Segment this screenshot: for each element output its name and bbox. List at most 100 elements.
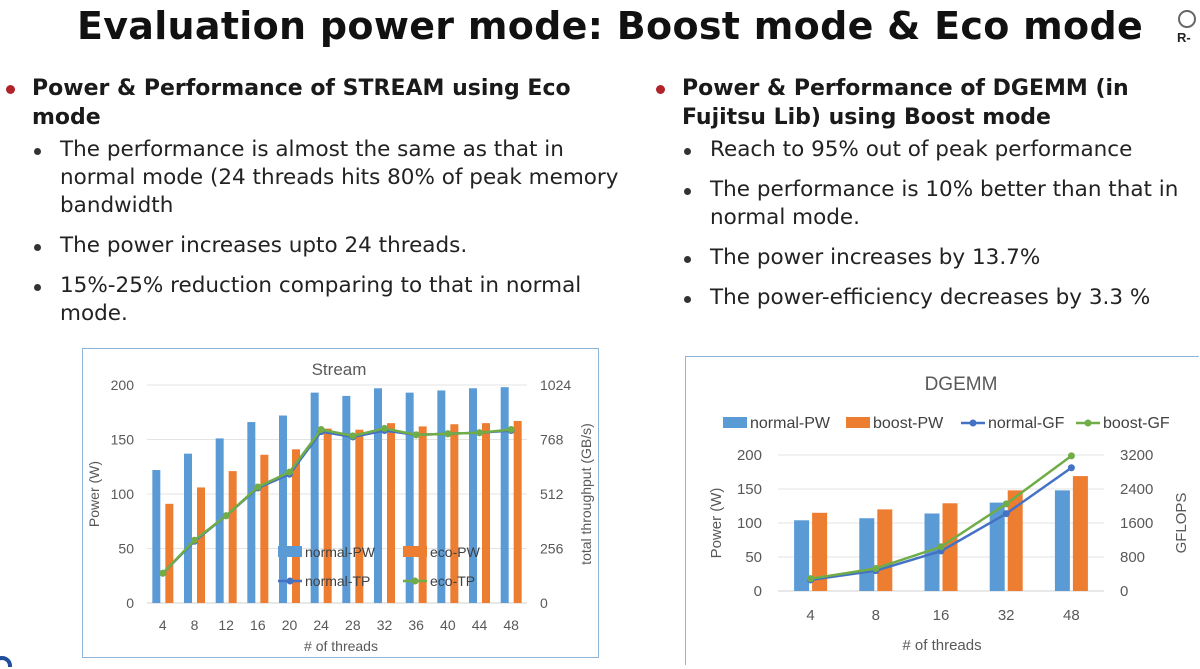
y-tick-label: 150 [111,432,135,448]
slide-title: Evaluation power mode: Boost mode & Eco … [76,4,1144,48]
bullet-icon [34,244,41,251]
bar-eco-PW [355,429,364,603]
line-eco-TP [161,427,512,575]
bar-eco-PW [323,428,332,603]
bar-boost-PW [812,512,828,591]
right-bullet-1: Reach to 95% out of peak performance [656,136,1200,164]
legend-swatch [286,577,294,585]
bullet-icon [34,284,41,291]
legend-swatch [411,577,419,585]
bar-normal-PW [184,453,192,603]
y2-tick-label: 512 [540,486,564,502]
x-tick-label: 32 [377,617,393,633]
x-tick-label: 8 [191,617,199,633]
point-eco-TP [286,468,293,476]
left-bullet-2: The power increases upto 24 threads. [6,232,646,260]
bar-normal-PW [469,388,477,603]
point-boost-GF [1067,452,1075,460]
y-tick-label: 200 [111,377,135,393]
bar-normal-PW [279,415,287,603]
bar-eco-PW [260,454,269,603]
right-bullet-text: The performance is 10% better than that … [710,177,1179,230]
bullet-icon [684,256,691,263]
point-eco-TP [444,430,452,438]
left-heading-text: Power & Performance of STREAM using Eco … [32,76,571,130]
bar-normal-PW [405,392,414,603]
y2-tick-label: 0 [1120,583,1128,600]
bullet-icon [684,188,691,195]
x-tick-label: 48 [503,617,519,633]
bar-normal-PW [794,520,810,591]
right-bullet-3: The power increases by 13.7% [656,244,1200,272]
point-boost-GF [807,575,815,583]
bar-boost-PW [1072,476,1088,591]
bar-normal-PW [342,395,351,603]
bar-eco-PW [387,423,395,603]
point-boost-GF [937,543,945,551]
point-eco-TP [191,536,198,544]
x-tick-label: 28 [345,617,361,633]
bar-boost-PW [877,509,893,591]
right-bullet-text: The power increases by 13.7% [710,245,1041,270]
y2-tick-label: 768 [540,432,564,448]
bar-boost-PW [1007,490,1023,591]
chart-title: DGEMM [925,374,998,395]
bar-eco-PW [292,449,300,603]
bar-normal-PW [374,388,382,603]
bar-eco-PW [450,424,459,603]
x-tick-label: 16 [250,617,266,633]
point-eco-TP [254,483,262,491]
bar-normal-PW [500,387,509,603]
left-heading: Power & Performance of STREAM using Eco … [6,74,646,132]
right-bullet-text: Reach to 95% out of peak performance [710,137,1133,162]
y2-axis-label: GFLOPS [1173,493,1190,554]
point-boost-GF [872,564,880,572]
bar-normal-PW [924,513,940,591]
point-eco-TP [317,425,325,433]
point-eco-TP [507,425,515,433]
legend-swatch [403,546,427,557]
point-eco-TP [381,424,388,432]
corner-logo-fragment-icon [0,646,12,667]
x-tick-label: 44 [472,617,488,633]
y-tick-label: 150 [737,481,762,498]
bullet-icon [684,148,691,155]
x-tick-label: 12 [218,617,234,633]
y2-tick-label: 2400 [1120,481,1153,498]
x-axis-label: # of threads [902,637,981,654]
bar-normal-PW [247,422,256,603]
x-tick-label: 24 [313,617,329,633]
y-tick-label: 100 [111,486,135,502]
bullet-icon [34,148,41,155]
right-bullet-4: The power-efficiency decreases by 3.3 % [656,284,1200,312]
bar-normal-PW [1054,490,1070,591]
right-bullet-text: The power-efficiency decreases by 3.3 % [710,285,1151,310]
point-eco-TP [159,569,167,577]
y-tick-label: 50 [745,549,762,566]
left-bullet-list: The performance is almost the same as th… [6,136,646,328]
legend-label: normal-PW [305,544,376,560]
logo-ring-icon [1178,10,1196,28]
x-axis-label: # of threads [304,638,378,654]
x-tick-label: 40 [440,617,456,633]
legend-label: eco-TP [430,573,475,589]
legend-label: boost-GF [1103,415,1170,432]
bar-normal-PW [152,470,161,603]
y2-tick-label: 1600 [1120,515,1153,532]
point-eco-TP [349,432,357,440]
y-tick-label: 100 [737,515,762,532]
bullet-icon [684,296,691,303]
right-heading-text: Power & Performance of DGEMM (in Fujitsu… [682,76,1129,130]
y2-tick-label: 3200 [1120,447,1153,464]
bar-eco-PW [513,420,522,603]
point-eco-TP [412,431,420,439]
legend-swatch [1084,419,1092,427]
point-normal-GF [1067,464,1075,472]
left-column: Power & Performance of STREAM using Eco … [6,74,646,340]
bullet-dot-icon [6,85,15,94]
legend-swatch [278,546,302,557]
dgemm-chart-frame: DGEMM 0 50 100 150 200 0 800 1600 2400 3200 4 8 16 32 4… [685,356,1199,665]
legend-label: normal-GF [988,415,1065,432]
point-eco-TP [222,512,230,520]
line-boost-GF [810,454,1073,580]
